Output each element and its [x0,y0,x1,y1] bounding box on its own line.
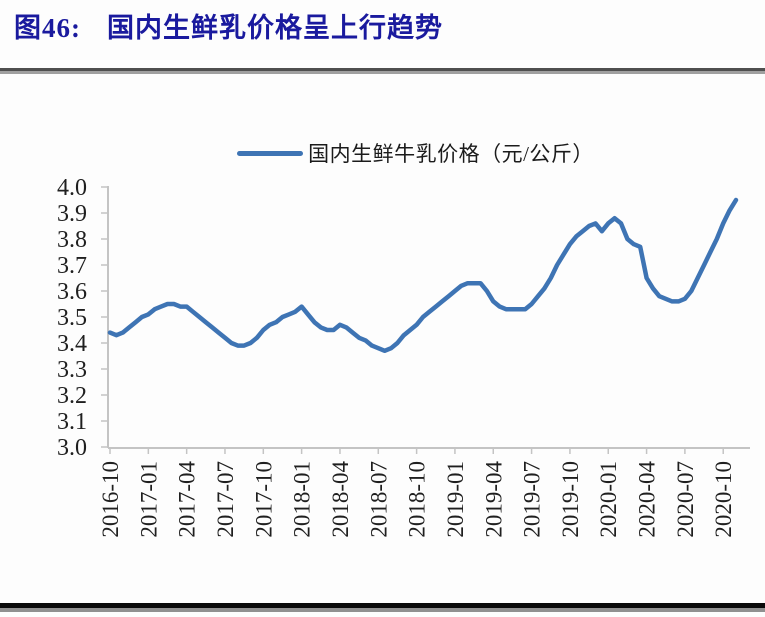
legend-series-label: 国内生鲜牛乳价格（元/公斤） [308,142,594,166]
x-tick-label: 2017-01 [136,461,161,538]
x-tick-label: 2018-04 [328,461,353,538]
x-tick-label: 2016-10 [98,461,123,538]
x-tick-label: 2020-01 [596,461,621,538]
y-tick-label: 3.8 [57,227,87,253]
figure-title: 图46: 国内生鲜乳价格呈上行趋势 [14,6,443,45]
footer-divider-black [0,603,765,608]
x-tick-label: 2020-04 [635,461,660,538]
x-tick-label: 2017-04 [175,461,200,538]
header-divider-light [0,71,765,74]
x-tick-label: 2018-07 [366,461,391,538]
footer-divider-gray [0,608,765,612]
price-line [107,197,739,354]
x-tick-label: 2019-07 [520,461,545,538]
y-tick-label: 3.3 [57,357,87,383]
x-tick-label: 2018-10 [405,461,430,538]
y-tick-label: 3.7 [57,253,87,279]
header-divider-dark [0,68,765,71]
x-tick-label: 2020-10 [711,461,736,538]
x-tick-label: 2019-10 [558,461,583,538]
figure-title-text: 国内生鲜乳价格呈上行趋势 [107,13,443,43]
x-tick-label: 2017-10 [251,461,276,538]
legend-line-swatch [237,150,304,156]
x-tick-label: 2018-01 [290,461,315,538]
x-tick-label: 2020-07 [673,461,698,538]
x-tick-label: 2019-01 [443,461,468,538]
y-tick-label: 3.0 [57,435,87,461]
x-tick-label: 2019-04 [481,461,506,538]
y-tick-label: 3.9 [57,201,87,227]
figure-number: 图46: [14,13,81,43]
y-tick-label: 3.1 [57,409,87,435]
y-tick-label: 4.0 [57,175,87,201]
chart-legend: 国内生鲜牛乳价格（元/公斤） [33,139,765,167]
y-tick-label: 3.4 [57,331,87,357]
y-tick-label: 3.5 [57,305,87,331]
y-tick-label: 3.2 [57,383,87,409]
x-tick-label: 2017-07 [213,461,238,538]
y-tick-label: 3.6 [57,279,87,305]
